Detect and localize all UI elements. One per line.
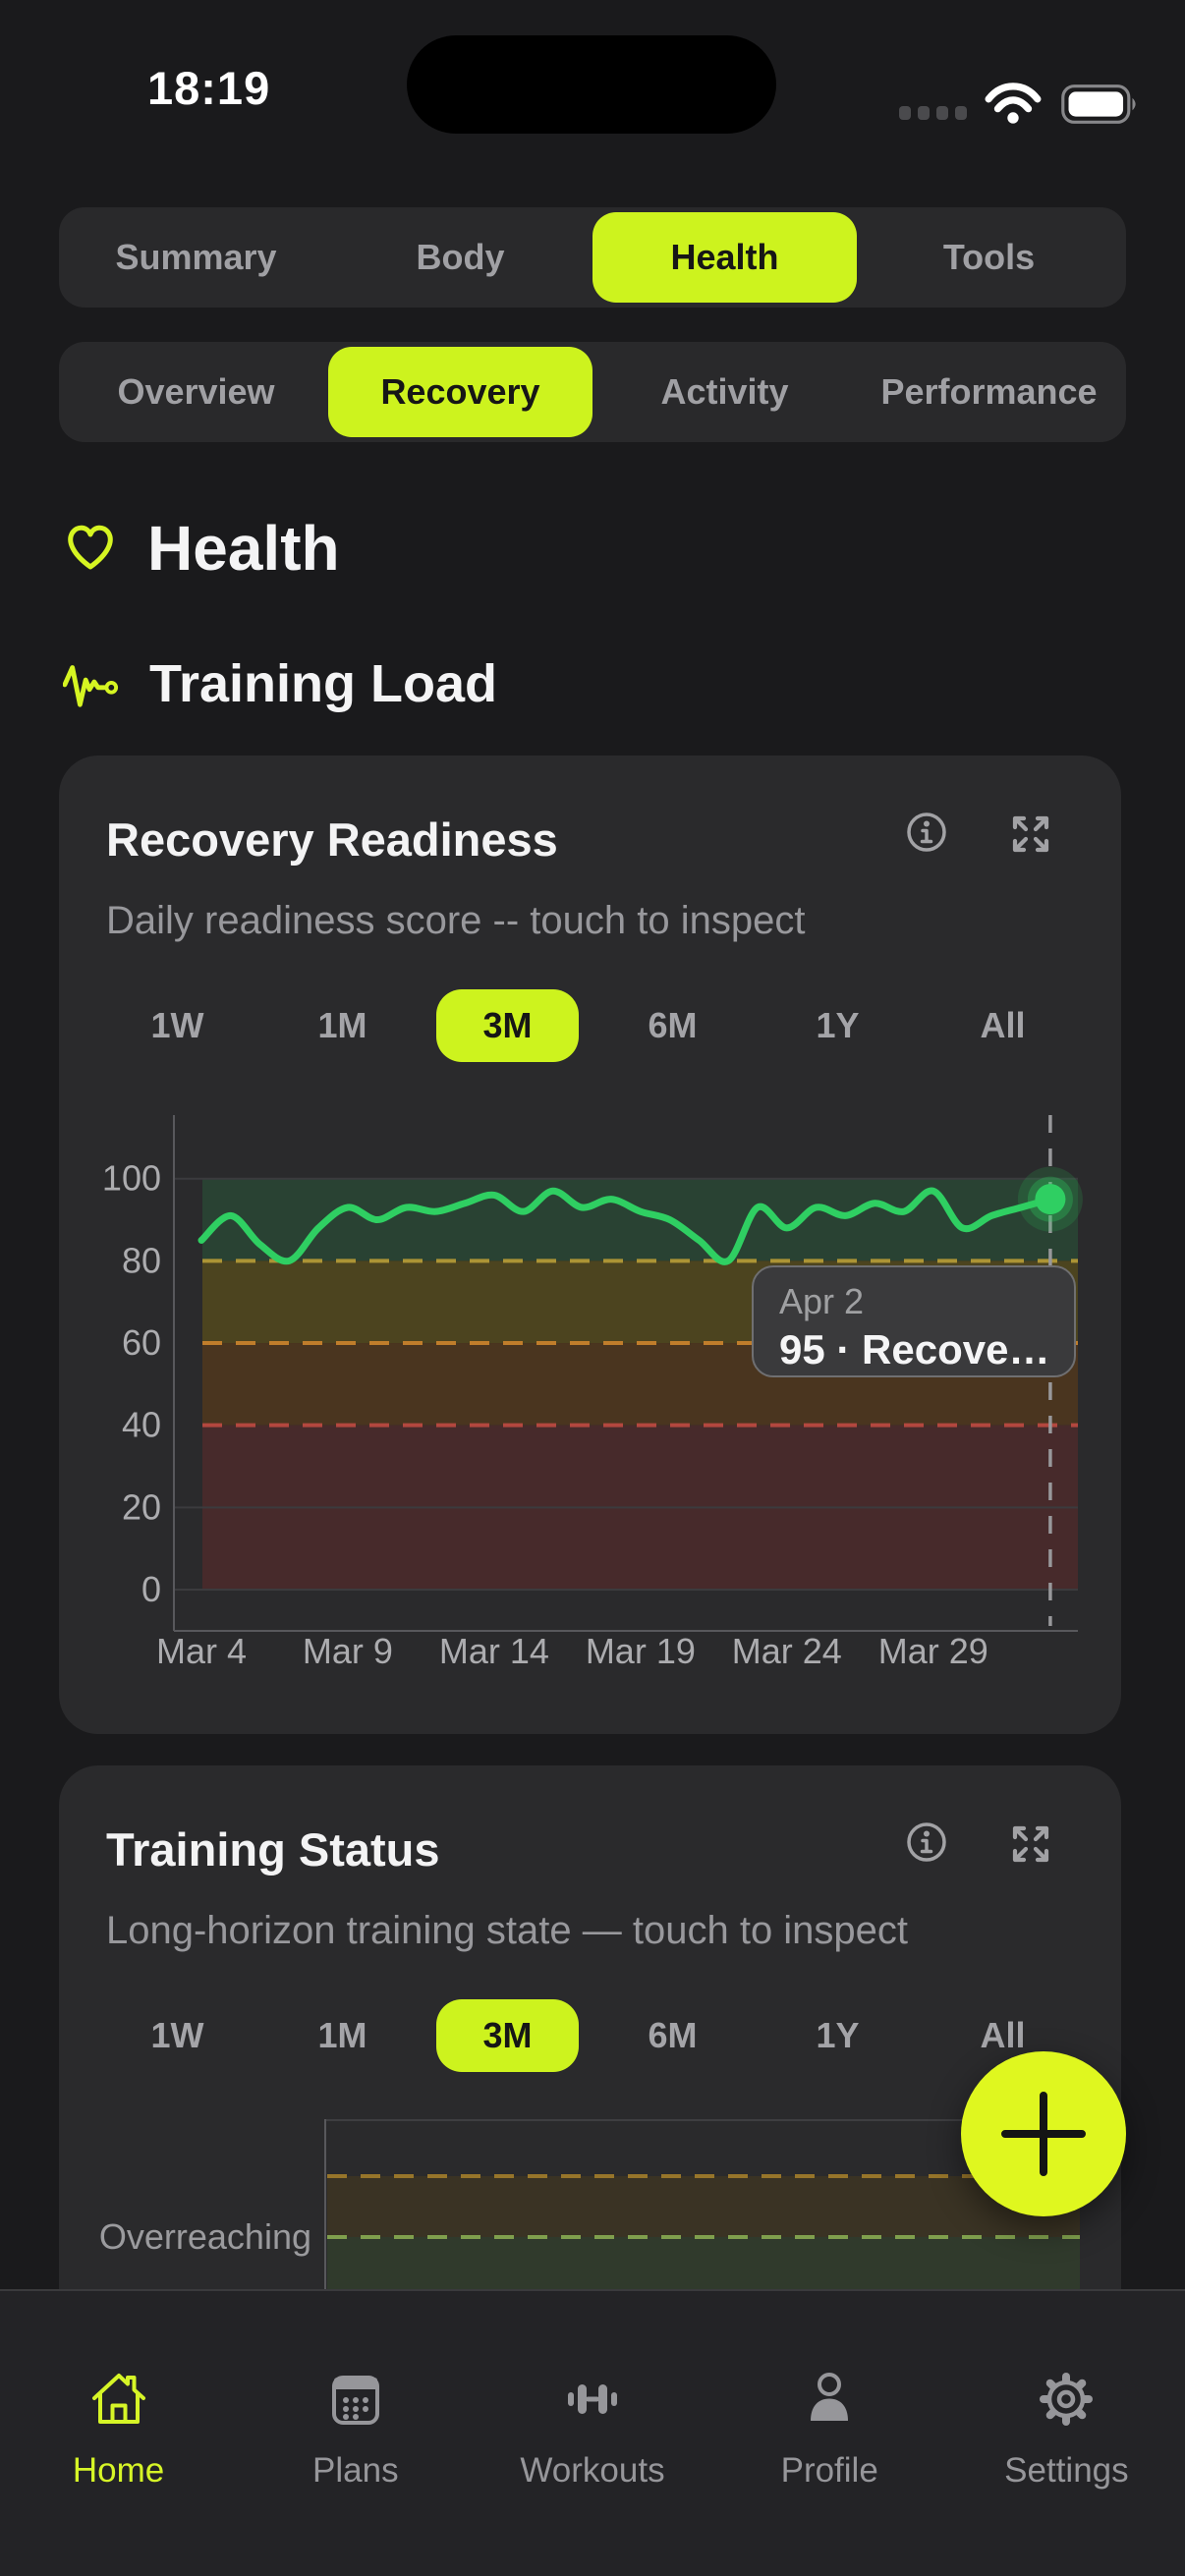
nav-label: Plans xyxy=(312,2451,399,2490)
battery-icon xyxy=(1059,83,1142,131)
tab-performance[interactable]: Performance xyxy=(880,371,1098,412)
svg-text:Mar 9: Mar 9 xyxy=(303,1631,393,1671)
range-1m[interactable]: 1M xyxy=(317,1005,367,1045)
range-3m[interactable]: 3M xyxy=(436,989,579,1062)
range-6m[interactable]: 6M xyxy=(648,1005,698,1045)
tab-health[interactable]: Health xyxy=(592,212,857,303)
svg-text:Mar 29: Mar 29 xyxy=(878,1631,988,1671)
tab-body[interactable]: Body xyxy=(416,237,505,277)
svg-text:60: 60 xyxy=(122,1322,161,1363)
calendar-icon xyxy=(324,2368,387,2436)
person-icon xyxy=(798,2368,861,2436)
svg-text:20: 20 xyxy=(122,1486,161,1527)
info-circle-icon[interactable] xyxy=(905,811,948,859)
section-health-title: Health xyxy=(147,513,340,584)
plus-icon xyxy=(1001,2092,1086,2176)
tab-summary[interactable]: Summary xyxy=(115,237,277,277)
svg-text:Mar 4: Mar 4 xyxy=(156,1631,247,1671)
section-health: Health xyxy=(63,507,340,589)
section-training-load: Training Load xyxy=(62,643,498,725)
range-3m[interactable]: 3M xyxy=(436,1999,579,2072)
svg-text:0: 0 xyxy=(141,1569,161,1609)
nav-profile[interactable]: Profile xyxy=(711,2291,948,2576)
nav-settings[interactable]: Settings xyxy=(948,2291,1185,2576)
training-status-chart[interactable]: Overreaching xyxy=(59,2119,1121,2289)
range-6m[interactable]: 6M xyxy=(648,2015,698,2055)
range-1m[interactable]: 1M xyxy=(317,2015,367,2055)
heart-outline-icon xyxy=(63,520,118,578)
expand-arrows-icon[interactable] xyxy=(1009,812,1052,861)
tab-tools[interactable]: Tools xyxy=(942,237,1036,277)
svg-text:Mar 14: Mar 14 xyxy=(439,1631,549,1671)
range-1y[interactable]: 1Y xyxy=(816,1005,860,1045)
range-selector: 1W 1M 3M 6M 1Y All xyxy=(59,989,1121,1062)
chart-tooltip: Apr 2 95 · Recove… xyxy=(752,1265,1076,1377)
svg-text:80: 80 xyxy=(122,1240,161,1280)
range-selector: 1W 1M 3M 6M 1Y All xyxy=(59,1999,1121,2072)
nav-workouts[interactable]: Workouts xyxy=(474,2291,710,2576)
info-circle-icon[interactable] xyxy=(905,1820,948,1869)
nav-label: Profile xyxy=(780,2451,878,2490)
pulse-waveform-icon xyxy=(62,653,120,715)
tooltip-date: Apr 2 xyxy=(779,1281,865,1321)
dynamic-island xyxy=(407,35,776,134)
status-icons xyxy=(899,77,1142,136)
signal-dots-icon xyxy=(899,106,967,120)
card-title: Training Status xyxy=(106,1823,440,1876)
card-subtitle: Daily readiness score -- touch to inspec… xyxy=(106,899,806,942)
expand-arrows-icon[interactable] xyxy=(1009,1822,1052,1871)
bottom-nav: Home Plans Workouts Profile Settings xyxy=(0,2289,1185,2576)
tooltip-value: 95 · Recove… xyxy=(779,1326,1050,1372)
tabbar-secondary: Overview Recovery Activity Performance xyxy=(59,342,1126,442)
nav-label: Workouts xyxy=(520,2451,665,2490)
range-1y[interactable]: 1Y xyxy=(816,2015,860,2055)
tab-overview[interactable]: Overview xyxy=(117,371,275,412)
tab-recovery[interactable]: Recovery xyxy=(328,347,592,437)
range-all[interactable]: All xyxy=(980,1005,1026,1045)
gear-icon xyxy=(1035,2368,1098,2436)
recovery-readiness-card: Recovery Readiness Daily readiness score… xyxy=(59,756,1121,1734)
add-button[interactable] xyxy=(961,2051,1126,2216)
nav-home[interactable]: Home xyxy=(0,2291,237,2576)
tab-activity[interactable]: Activity xyxy=(660,371,789,412)
recovery-readiness-chart[interactable]: 0 20 40 60 80 100 Mar 4 Mar 9 Mar 14 Mar 19 Mar 24… xyxy=(59,1080,1121,1689)
dumbbell-icon xyxy=(561,2368,624,2436)
svg-text:Overreaching: Overreaching xyxy=(99,2216,311,2257)
svg-text:100: 100 xyxy=(102,1158,161,1199)
nav-plans[interactable]: Plans xyxy=(237,2291,474,2576)
range-all[interactable]: All xyxy=(980,2015,1026,2055)
status-time: 18:19 xyxy=(147,62,271,114)
card-title: Recovery Readiness xyxy=(106,813,558,866)
nav-label: Home xyxy=(72,2451,165,2490)
svg-text:Mar 24: Mar 24 xyxy=(732,1631,842,1671)
training-status-card: Training Status Long-horizon training st… xyxy=(59,1765,1121,2289)
range-1w[interactable]: 1W xyxy=(150,2015,204,2055)
card-subtitle: Long-horizon training state — touch to i… xyxy=(106,1909,909,1952)
wifi-icon xyxy=(985,82,1042,131)
tabbar-primary: Summary Body Health Tools xyxy=(59,207,1126,308)
section-training-load-title: Training Load xyxy=(149,654,498,713)
range-1w[interactable]: 1W xyxy=(150,1005,204,1045)
house-icon xyxy=(87,2368,150,2436)
nav-label: Settings xyxy=(1004,2451,1129,2490)
svg-text:40: 40 xyxy=(122,1405,161,1445)
svg-text:Mar 19: Mar 19 xyxy=(586,1631,696,1671)
